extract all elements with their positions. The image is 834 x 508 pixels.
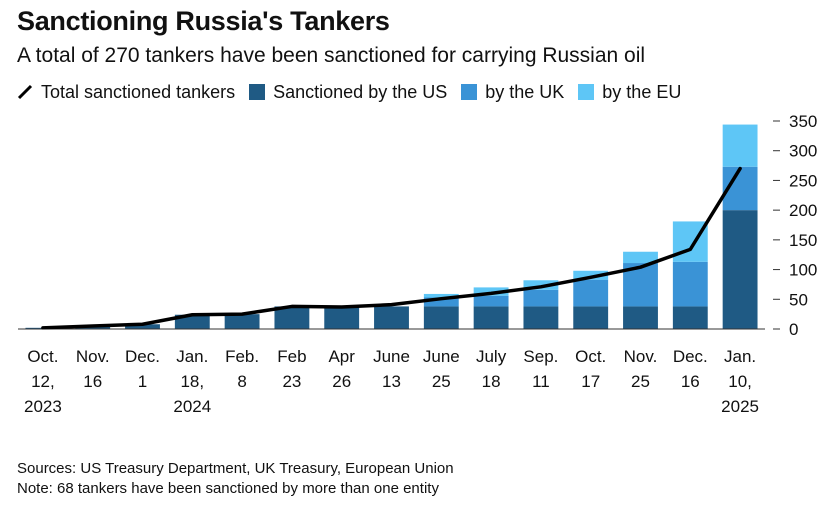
bar-eu-11 bbox=[573, 270, 609, 280]
bar-eu-9 bbox=[473, 287, 509, 296]
legend-label-uk: by the UK bbox=[485, 81, 565, 102]
y-tick-label-0: 0 bbox=[789, 320, 798, 339]
legend-item-uk: by the UK bbox=[461, 82, 564, 103]
legend-label-eu: by the EU bbox=[602, 81, 682, 102]
x-tick-label-3: Jan. 18, 2024 bbox=[173, 347, 211, 416]
y-tick-label-200: 200 bbox=[789, 201, 817, 220]
bar-eu-12 bbox=[623, 251, 658, 264]
y-tick-label-150: 150 bbox=[789, 231, 817, 250]
sources-note: Sources: US Treasury Department, UK Trea… bbox=[17, 460, 454, 477]
bar-us-11 bbox=[573, 306, 609, 329]
bar-eu-8 bbox=[423, 293, 459, 298]
bar-us-4 bbox=[224, 314, 260, 329]
bar-uk-13 bbox=[672, 261, 708, 307]
x-tick-label-5: Feb 23 bbox=[277, 347, 306, 391]
bar-uk-11 bbox=[573, 279, 609, 307]
x-tick-label-6: Apr 26 bbox=[328, 347, 355, 391]
bar-us-8 bbox=[423, 306, 459, 329]
legend-line-swatch bbox=[17, 84, 33, 100]
bar-us-12 bbox=[623, 306, 658, 329]
x-tick-label-1: Nov. 16 bbox=[76, 347, 110, 391]
bar-us-14 bbox=[722, 210, 758, 329]
legend-item-eu: by the EU bbox=[578, 82, 681, 103]
stacked-bar-chart: 0 50 100 150 200 250 300 350 Oct. 12, 2023 Nov. 16 De… bbox=[18, 112, 817, 416]
bar-us-7 bbox=[374, 306, 409, 329]
footer: Sources: US Treasury Department, UK Trea… bbox=[17, 459, 454, 499]
bar-us-10 bbox=[523, 306, 559, 329]
y-tick-label-50: 50 bbox=[789, 290, 808, 309]
total-sanctioned-line bbox=[41, 166, 742, 330]
y-tick-label-250: 250 bbox=[789, 171, 817, 190]
bar-us-2 bbox=[125, 324, 160, 329]
bar-uk-9 bbox=[473, 295, 509, 307]
x-tick-label-14: Jan. 10, 2025 bbox=[721, 347, 759, 416]
bar-us-5 bbox=[274, 306, 310, 329]
legend-item-total: Total sanctioned tankers bbox=[17, 82, 235, 103]
x-tick-label-4: Feb. 8 bbox=[225, 347, 259, 391]
bar-us-9 bbox=[473, 306, 509, 329]
bar-uk-10 bbox=[523, 289, 559, 307]
legend-swatch-uk bbox=[461, 84, 478, 100]
legend-label-us: Sanctioned by the US bbox=[273, 81, 448, 102]
x-tick-label-2: Dec. 1 bbox=[125, 347, 160, 391]
y-tick-label-100: 100 bbox=[789, 261, 817, 280]
overlap-note: Note: 68 tankers have been sanctioned by… bbox=[17, 480, 439, 497]
legend-swatch-eu bbox=[578, 84, 595, 100]
chart-title: Sanctioning Russia's Tankers bbox=[17, 6, 390, 36]
x-tick-label-12: Nov. 25 bbox=[624, 347, 658, 391]
chart-subtitle: A total of 270 tankers have been sanctio… bbox=[17, 44, 646, 67]
legend-label-total: Total sanctioned tankers bbox=[41, 81, 236, 102]
bar-us-6 bbox=[324, 306, 360, 329]
bar-us-13 bbox=[672, 306, 708, 329]
legend: Total sanctioned tankers Sanctioned by t… bbox=[17, 80, 695, 104]
y-tick-label-300: 300 bbox=[789, 142, 817, 161]
bar-uk-8 bbox=[423, 297, 459, 307]
x-tick-label-8: June 25 bbox=[423, 347, 460, 391]
x-tick-label-10: Sep. 11 bbox=[523, 347, 558, 391]
x-tick-label-9: July 18 bbox=[476, 347, 507, 391]
x-tick-label-7: June 13 bbox=[373, 347, 410, 391]
bar-eu-10 bbox=[523, 280, 559, 290]
x-tick-label-0: Oct. 12, 2023 bbox=[24, 347, 62, 416]
y-tick-label-350: 350 bbox=[789, 112, 817, 131]
bar-us-3 bbox=[174, 314, 210, 329]
x-tick-label-13: Dec. 16 bbox=[673, 347, 708, 391]
bar-eu-14 bbox=[722, 124, 758, 167]
x-tick-label-11: Oct. 17 bbox=[575, 347, 606, 391]
legend-swatch-us bbox=[249, 84, 266, 100]
legend-item-us: Sanctioned by the US bbox=[249, 82, 447, 103]
